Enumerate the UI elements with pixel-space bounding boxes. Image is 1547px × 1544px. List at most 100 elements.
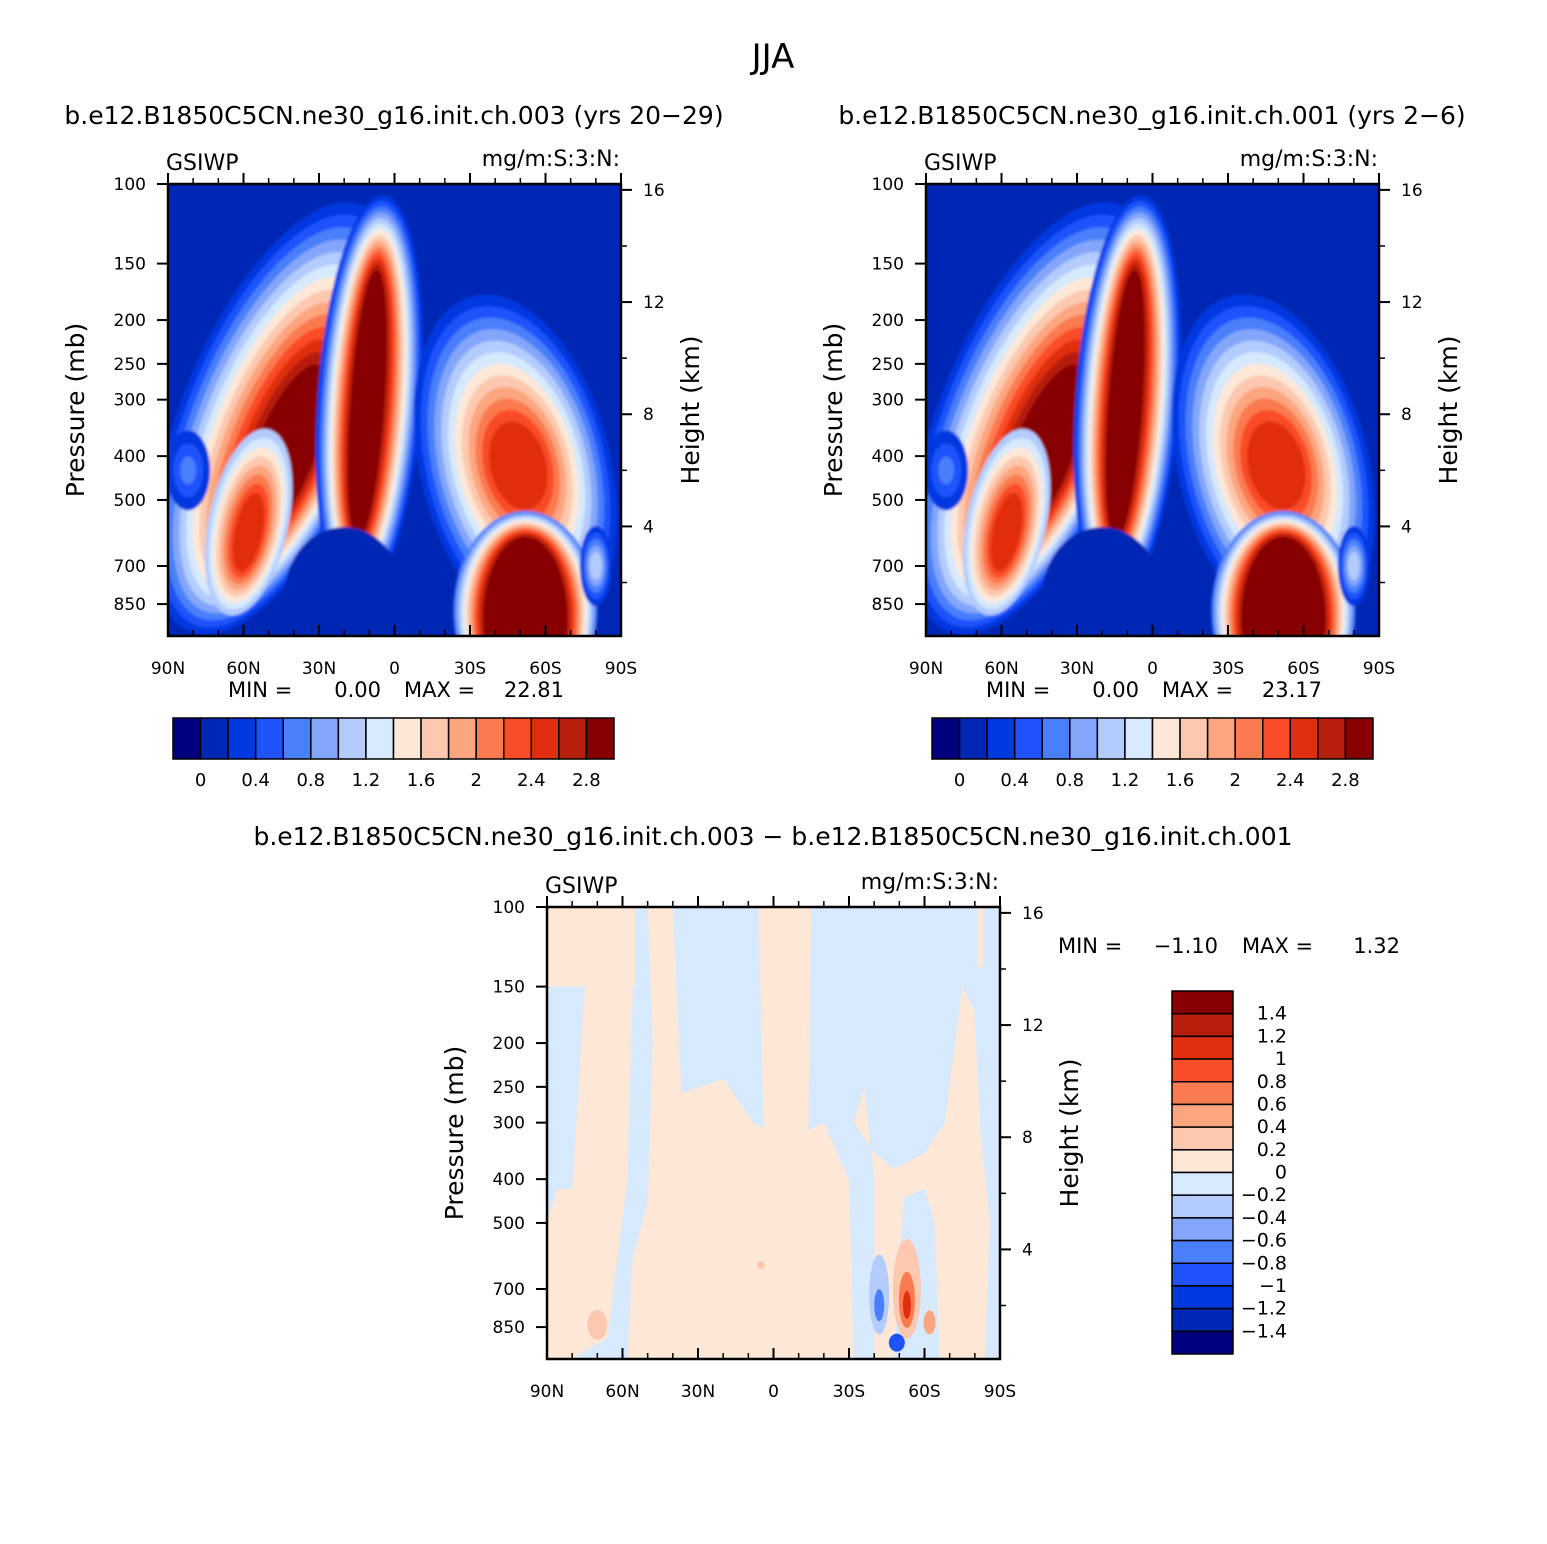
min-value: −1.10 [1154, 934, 1218, 958]
y-tick-label: 400 [114, 447, 146, 467]
colorbar-label: 0.8 [1055, 770, 1084, 791]
nh-polar-feature [938, 456, 955, 485]
panel-title: b.e12.B1850C5CN.ne30_g16.init.ch.001 (yr… [838, 101, 1465, 130]
colorbar-box [475, 717, 505, 760]
colorbar-label: −1.2 [1241, 1298, 1287, 1320]
x-tick-label: 90S [984, 1382, 1016, 1402]
min-value: 0.00 [1092, 678, 1139, 702]
colorbar-box [1262, 717, 1292, 760]
y-axis-title: Pressure (mb) [819, 323, 848, 497]
colorbar: 1.41.210.80.60.40.20−0.2−0.4−0.6−0.8−1−1… [1171, 990, 1287, 1355]
max-value: 23.17 [1262, 678, 1322, 702]
y-axis-title: Pressure (mb) [440, 1046, 469, 1220]
positive-region [677, 1078, 854, 1359]
y2-tick-label: 4 [1022, 1240, 1033, 1260]
sh-midlat-upper [489, 421, 548, 510]
x-tick-label: 90S [605, 659, 637, 679]
negative-feature [888, 1333, 905, 1352]
x-tick-label: 90N [909, 659, 943, 679]
max-value: 1.32 [1353, 934, 1400, 958]
contour-layers [926, 195, 1375, 636]
x-tick-label: 30S [454, 659, 486, 679]
colorbar-label: 2 [1229, 770, 1240, 791]
y2-tick-label: 12 [643, 293, 665, 313]
x-tick-label: 0 [1147, 659, 1158, 679]
right-string: mg/m:S:3:N: [861, 870, 999, 895]
max-label: MAX = [404, 678, 475, 702]
y2-tick-label: 8 [643, 405, 654, 425]
y2-tick-label: 8 [1401, 405, 1412, 425]
x-tick-label: 60N [605, 1382, 639, 1402]
colorbar: 0 0.4 0.8 1.2 1.6 2 2.4 2.8 [931, 717, 1374, 791]
colorbar-box [1289, 717, 1319, 760]
y2-axis-title: Height (km) [1055, 1059, 1084, 1208]
y2-axis-title: Height (km) [1434, 336, 1463, 485]
y-tick-label: 200 [493, 1034, 525, 1054]
colorbar-label: 2.4 [517, 770, 546, 791]
sh-polar-feature [589, 551, 602, 580]
sh-midlat-upper [1247, 421, 1306, 510]
left-string: GSIWP [545, 874, 618, 899]
sh-polar-feature [1347, 551, 1360, 580]
colorbar-label: −1 [1259, 1275, 1287, 1297]
colorbar-box [1171, 1081, 1234, 1106]
tropical-column [347, 269, 387, 540]
left-string: GSIWP [924, 151, 997, 176]
x-tick-label: 90N [530, 1382, 564, 1402]
colorbar-box [392, 717, 422, 760]
x-tick-label: 30N [1060, 659, 1094, 679]
max-label: MAX = [1162, 678, 1233, 702]
y-tick-label: 850 [493, 1318, 525, 1338]
colorbar-label: 1 [1275, 1048, 1287, 1070]
colorbar-box [1344, 717, 1374, 760]
positive-region [627, 907, 698, 1359]
colorbar-label: 2.8 [1331, 770, 1360, 791]
colorbar-box [1171, 1307, 1234, 1333]
nh-lowlevel-lobe [232, 492, 265, 572]
colorbar-label: 2.8 [572, 770, 601, 791]
x-tick-label: 90N [151, 659, 185, 679]
y-tick-label: 700 [872, 557, 904, 577]
y-tick-label: 100 [493, 898, 525, 918]
colorbar-box [1171, 1239, 1234, 1264]
colorbar-box [337, 717, 367, 760]
colorbar-label: 1.2 [1257, 1025, 1287, 1047]
x-tick-label: 0 [768, 1382, 779, 1402]
axes: 90N 60N 30N 0 30S 60S 90S 100 150 200 250 300 400 500… [819, 147, 1463, 679]
negative-feature [874, 1289, 885, 1322]
x-tick-label: 60S [1287, 659, 1319, 679]
sh-lowlevel-max [483, 536, 568, 636]
y2-tick-label: 4 [1401, 517, 1412, 537]
colorbar-label: 0 [954, 770, 965, 791]
colorbar-label: 0.4 [241, 770, 270, 791]
x-tick-label: 30N [302, 659, 336, 679]
x-tick-label: 90S [1363, 659, 1395, 679]
x-tick-label: 60N [984, 659, 1018, 679]
y2-tick-label: 12 [1401, 293, 1423, 313]
axes: 90N 60N 30N 0 30S 60S 90S 100 150 200 250 300 400 500… [61, 147, 705, 679]
colorbar-box [1171, 1149, 1234, 1174]
colorbar-box [1171, 1285, 1234, 1310]
colorbar-box [447, 717, 477, 760]
colorbar-box [1171, 1217, 1234, 1242]
figure-title: JJA [750, 37, 795, 77]
colorbar-box [172, 717, 202, 760]
y-tick-label: 250 [493, 1078, 525, 1098]
y-tick-label: 100 [114, 175, 146, 195]
colorbar-label: 0.4 [1257, 1116, 1287, 1138]
colorbar-label: 1.2 [1111, 770, 1140, 791]
y-tick-label: 250 [114, 355, 146, 375]
y-tick-label: 400 [872, 447, 904, 467]
panel-bottom-difference: 90N 60N 30N 0 30S 60S 90S 100 150 200 250 300 400 500… [253, 822, 1400, 1402]
colorbar-box [310, 717, 340, 760]
y-tick-label: 150 [493, 978, 525, 998]
colorbar-label: 0.8 [1257, 1071, 1287, 1093]
y-tick-label: 700 [493, 1280, 525, 1300]
y2-tick-label: 12 [1022, 1016, 1044, 1036]
contour-field [547, 907, 1000, 1359]
colorbar-box [227, 717, 257, 760]
colorbar-label: 2.4 [1276, 770, 1305, 791]
y-tick-label: 300 [872, 391, 904, 411]
min-label: MIN = [1058, 934, 1122, 958]
y-tick-label: 200 [872, 311, 904, 331]
